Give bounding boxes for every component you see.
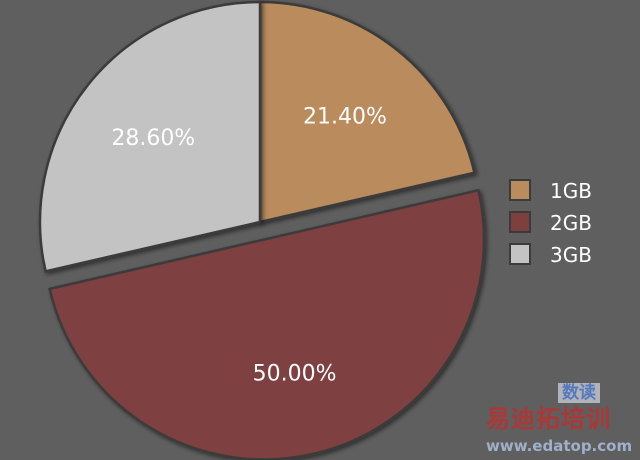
pie-slice-2gb: [48, 188, 486, 460]
legend-label-2gb: 2GB: [550, 211, 592, 235]
legend-swatch-2gb: [509, 211, 531, 233]
legend-swatch-1gb: [509, 179, 531, 201]
pie-slice-3gb: [38, 0, 262, 273]
legend-swatch-3gb: [509, 243, 531, 265]
watermark-url: www.edatop.com: [486, 437, 633, 455]
legend-label-3gb: 3GB: [550, 243, 592, 267]
data-label-1gb: 21.40%: [303, 104, 387, 129]
watermark-title: 易迪拓培训: [486, 405, 611, 433]
data-label-3gb: 28.60%: [111, 126, 195, 151]
watermark-badge: 数读: [558, 383, 600, 403]
data-label-2gb: 50.00%: [253, 361, 337, 386]
pie-slice-1gb: [258, 0, 476, 224]
legend-label-1gb: 1GB: [550, 179, 592, 203]
